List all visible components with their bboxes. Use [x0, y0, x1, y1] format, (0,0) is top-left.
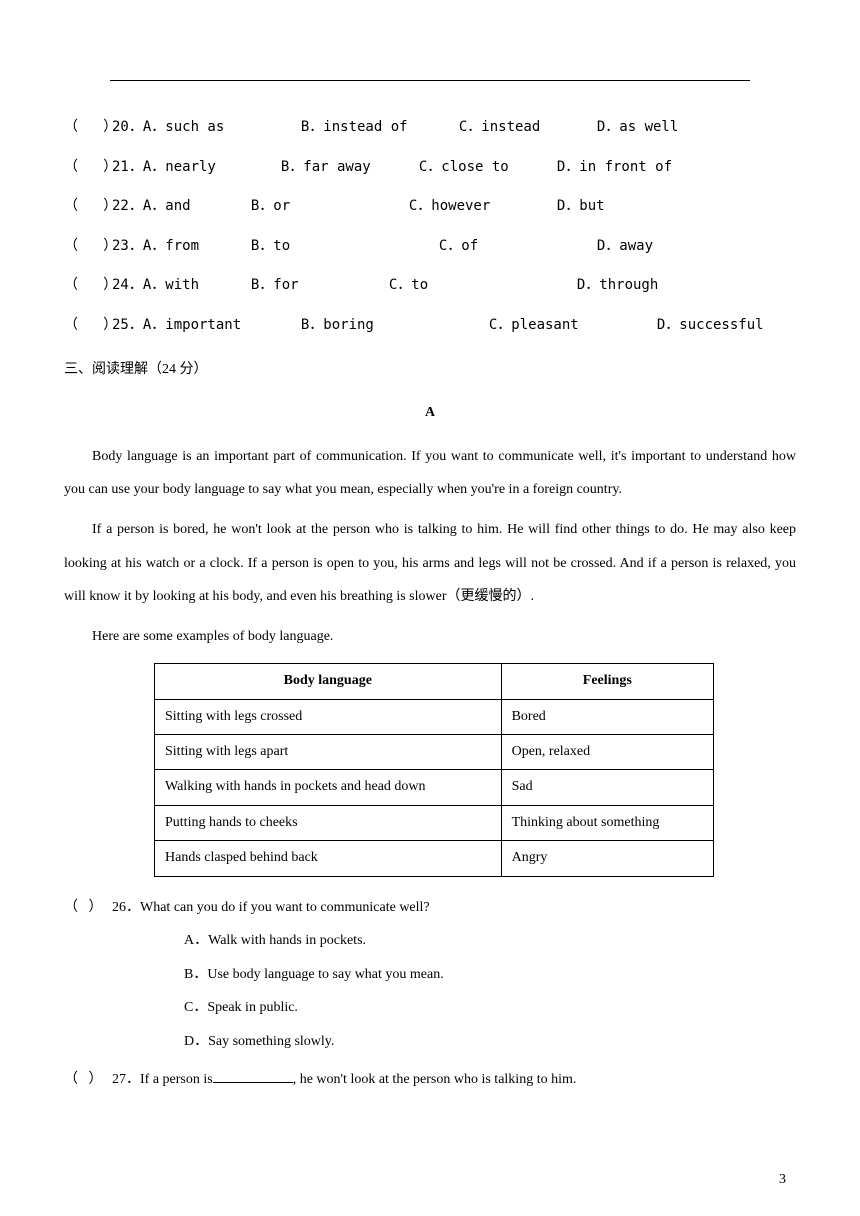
option-a[interactable]: A．and — [143, 190, 243, 224]
question-number: 25． — [112, 309, 143, 343]
mcq-row: （ ） 25． A．important B．boring C．pleasant … — [64, 309, 796, 343]
option-c[interactable]: C．instead — [459, 111, 589, 145]
mcq-row: （ ） 20． A．such as B．instead of C．instead… — [64, 111, 796, 145]
option-c[interactable]: C．however — [409, 190, 549, 224]
mcq-block: （ ） 20． A．such as B．instead of C．instead… — [64, 111, 796, 343]
option-d[interactable]: D．away — [597, 230, 653, 264]
option-b[interactable]: B．Use body language to say what you mean… — [64, 958, 796, 992]
question-stem-post: , he won't look at the person who is tal… — [293, 1063, 577, 1097]
question-stem-pre: If a person is — [140, 1063, 213, 1097]
option-a[interactable]: A．Walk with hands in pockets. — [64, 924, 796, 958]
answer-blank[interactable]: （ ） — [64, 309, 112, 343]
answer-blank[interactable]: （ ） — [64, 269, 112, 303]
passage-paragraph: Body language is an important part of co… — [64, 440, 796, 507]
table-header: Feelings — [501, 664, 713, 699]
horizontal-rule — [110, 80, 750, 81]
question-number: 20． — [112, 111, 143, 145]
option-a[interactable]: A．important — [143, 309, 293, 343]
table-row: Sitting with legs crossedBored — [155, 699, 714, 734]
option-c[interactable]: C．to — [389, 269, 569, 303]
answer-blank[interactable]: （ ） — [64, 891, 112, 925]
question-stem: What can you do if you want to communica… — [140, 891, 430, 925]
table-row: Putting hands to cheeksThinking about so… — [155, 805, 714, 840]
fill-blank[interactable] — [213, 1069, 293, 1083]
option-d[interactable]: D．Say something slowly. — [64, 1025, 796, 1059]
option-b[interactable]: B．or — [251, 190, 401, 224]
option-a[interactable]: A．from — [143, 230, 243, 264]
option-d[interactable]: D．in front of — [557, 151, 672, 185]
option-b[interactable]: B．for — [251, 269, 381, 303]
question-number: 22． — [112, 190, 143, 224]
option-c[interactable]: C．of — [439, 230, 589, 264]
passage-paragraph: Here are some examples of body language. — [64, 620, 796, 654]
question-number: 27． — [112, 1063, 140, 1097]
option-c[interactable]: C．pleasant — [489, 309, 649, 343]
answer-blank[interactable]: （ ） — [64, 190, 112, 224]
table-row: Hands clasped behind backAngry — [155, 841, 714, 876]
page-number: 3 — [779, 1172, 786, 1188]
option-d[interactable]: D．successful — [657, 309, 764, 343]
answer-blank[interactable]: （ ） — [64, 1063, 112, 1097]
reading-question: （ ） 26． What can you do if you want to c… — [64, 891, 796, 925]
option-b[interactable]: B．far away — [281, 151, 411, 185]
answer-blank[interactable]: （ ） — [64, 230, 112, 264]
question-number: 23． — [112, 230, 143, 264]
body-language-table: Body language Feelings Sitting with legs… — [154, 663, 714, 876]
question-number: 21． — [112, 151, 143, 185]
mcq-row: （ ） 21． A．nearly B．far away C．close to D… — [64, 151, 796, 185]
question-number: 26． — [112, 891, 140, 925]
answer-blank[interactable]: （ ） — [64, 111, 112, 145]
section-title: 三、阅读理解（24 分） — [64, 353, 796, 387]
table-row: Walking with hands in pockets and head d… — [155, 770, 714, 805]
option-d[interactable]: D．through — [577, 269, 658, 303]
option-d[interactable]: D．but — [557, 190, 605, 224]
reading-question: （ ） 27． If a person is , he won't look a… — [64, 1063, 796, 1097]
option-a[interactable]: A．such as — [143, 111, 293, 145]
option-a[interactable]: A．with — [143, 269, 243, 303]
mcq-row: （ ） 22． A．and B．or C．however D．but — [64, 190, 796, 224]
table-header: Body language — [155, 664, 502, 699]
question-number: 24． — [112, 269, 143, 303]
option-a[interactable]: A．nearly — [143, 151, 273, 185]
option-c[interactable]: C．Speak in public. — [64, 991, 796, 1025]
passage-label: A — [64, 396, 796, 430]
table-row: Sitting with legs apartOpen, relaxed — [155, 735, 714, 770]
passage-paragraph: If a person is bored, he won't look at t… — [64, 513, 796, 614]
answer-blank[interactable]: （ ） — [64, 151, 112, 185]
option-b[interactable]: B．boring — [301, 309, 481, 343]
option-c[interactable]: C．close to — [419, 151, 549, 185]
mcq-row: （ ） 23． A．from B．to C．of D．away — [64, 230, 796, 264]
mcq-row: （ ） 24． A．with B．for C．to D．through — [64, 269, 796, 303]
option-b[interactable]: B．instead of — [301, 111, 451, 145]
option-d[interactable]: D．as well — [597, 111, 678, 145]
option-b[interactable]: B．to — [251, 230, 431, 264]
